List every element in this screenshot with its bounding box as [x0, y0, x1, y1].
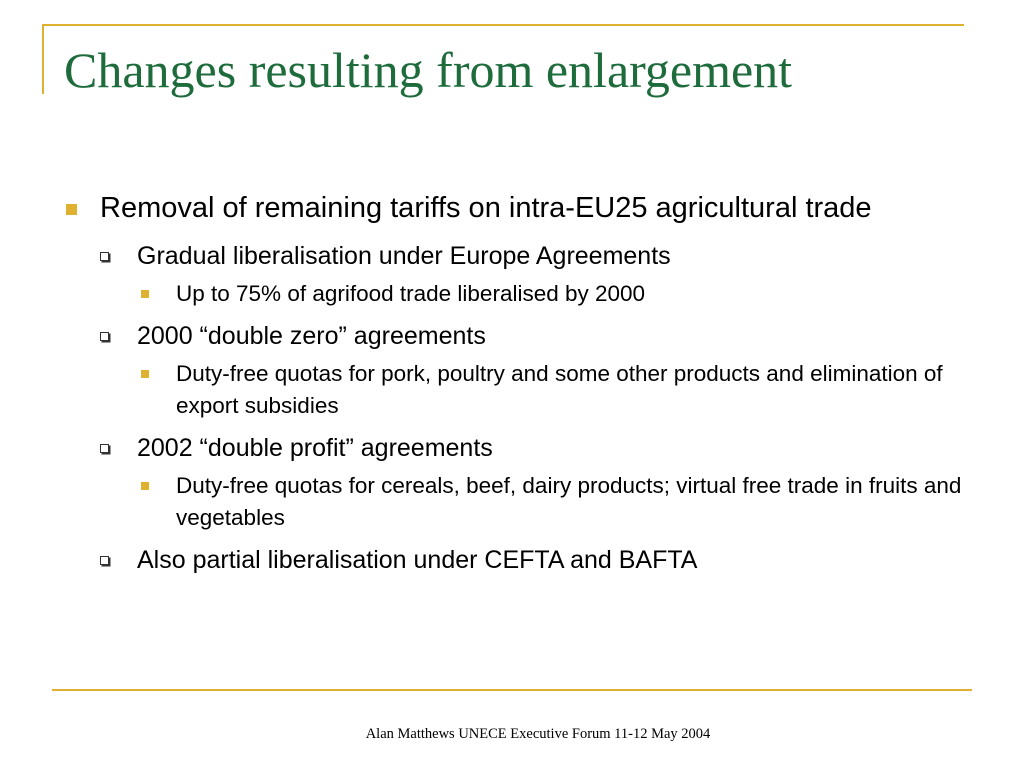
- slide-body: Removal of remaining tariffs on intra-EU…: [62, 188, 962, 582]
- bullet-level2: Also partial liberalisation under CEFTA …: [62, 542, 962, 578]
- square-bullet-icon: [141, 482, 149, 490]
- bullet-level2: Gradual liberalisation under Europe Agre…: [62, 238, 962, 274]
- hollow-square-bullet-icon: [100, 444, 109, 453]
- frame-top-rule: [42, 24, 964, 26]
- bullet-text: 2002 “double profit” agreements: [137, 434, 493, 462]
- bullet-text: Removal of remaining tariffs on intra-EU…: [100, 192, 872, 224]
- bullet-text: 2000 “double zero” agreements: [137, 322, 486, 350]
- square-bullet-icon: [141, 370, 149, 378]
- bullet-level3: Up to 75% of agrifood trade liberalised …: [62, 278, 962, 310]
- bullet-text: Gradual liberalisation under Europe Agre…: [137, 242, 671, 270]
- slide-title: Changes resulting from enlargement: [64, 42, 793, 98]
- bullet-level1: Removal of remaining tariffs on intra-EU…: [62, 188, 962, 228]
- bullet-text: Up to 75% of agrifood trade liberalised …: [176, 281, 646, 306]
- bullet-level3: Duty-free quotas for pork, poultry and s…: [62, 358, 962, 422]
- hollow-square-bullet-icon: [100, 556, 109, 565]
- hollow-square-bullet-icon: [100, 332, 109, 341]
- frame-left-rule: [42, 24, 44, 94]
- slide-footer: Alan Matthews UNECE Executive Forum 11-1…: [365, 726, 711, 742]
- bullet-level2: 2002 “double profit” agreements: [62, 430, 962, 466]
- square-bullet-icon: [66, 204, 77, 215]
- bullet-text: Duty-free quotas for cereals, beef, dair…: [176, 473, 962, 530]
- bullet-text: Duty-free quotas for pork, poultry and s…: [176, 361, 943, 418]
- hollow-square-bullet-icon: [100, 252, 109, 261]
- bullet-level3: Duty-free quotas for cereals, beef, dair…: [62, 470, 962, 534]
- footer-rule: [52, 689, 972, 691]
- bullet-text: Also partial liberalisation under CEFTA …: [137, 546, 698, 574]
- bullet-level2: 2000 “double zero” agreements: [62, 318, 962, 354]
- square-bullet-icon: [141, 290, 149, 298]
